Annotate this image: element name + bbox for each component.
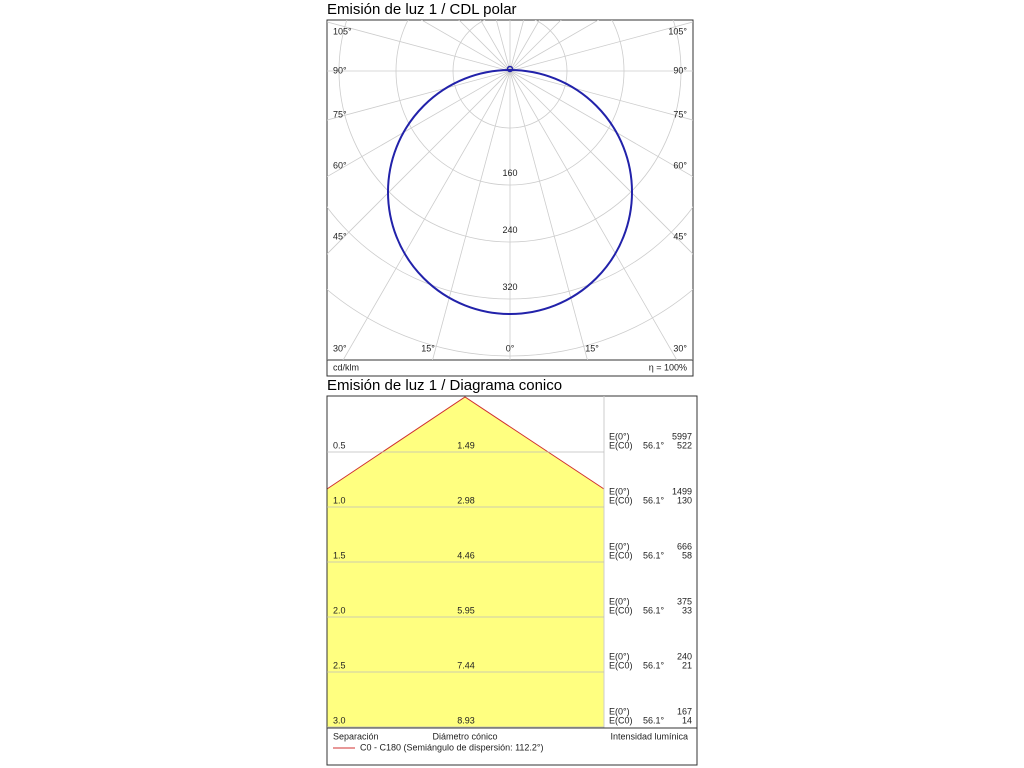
radial-line [509,20,562,72]
radial-line [420,20,511,72]
ec0-label: E(C0) [609,605,633,615]
separation: 1.5 [333,550,346,560]
separation: 3.0 [333,715,346,725]
cone-frame [326,395,698,766]
unit: cd/klm [333,362,359,372]
separation: 2.5 [333,660,346,670]
cone-edge [326,396,605,490]
angle: 56.1° [643,605,665,615]
angle: 56.1° [643,660,665,670]
angle: 56.1° [643,440,665,450]
e0-label: E(0°) [609,486,630,496]
ring-label: 320 [502,282,517,292]
radial-line [509,70,678,360]
polar-grid [327,20,693,360]
e0-value: 375 [677,596,692,606]
radial-line [509,70,693,255]
diameter: 8.93 [457,715,475,725]
ring-label: 160 [502,168,517,178]
radial-line [509,70,693,178]
diameter: 2.98 [457,495,475,505]
e0-value: 1499 [672,486,692,496]
angle-label-left: 30° [333,343,347,353]
e0-label: E(0°) [609,651,630,661]
e0-value: 666 [677,541,692,551]
e0-value: 240 [677,651,692,661]
angle-label-left: 45° [333,231,347,241]
efficiency: η = 100% [649,362,687,372]
diameter: 1.49 [457,440,475,450]
radial-line [509,70,588,360]
ec0-value: 58 [682,550,692,560]
ec0-label: E(C0) [609,660,633,670]
legend-curve: C0 - C180 (Semiángulo de dispersión: 112… [360,742,544,752]
e0-value: 5997 [672,431,692,441]
ec0-value: 522 [677,440,692,450]
angle-label-bottom: 0° [506,343,515,353]
e0-value: 167 [677,706,692,716]
angle-label-right: 105° [668,26,687,36]
ec0-value: 14 [682,715,692,725]
diameter: 4.46 [457,550,475,560]
angle-label-left: 75° [333,109,347,119]
diameter: 7.44 [457,660,475,670]
e0-label: E(0°) [609,431,630,441]
e0-label: E(0°) [609,706,630,716]
separation: 1.0 [333,495,346,505]
radial-line [509,20,600,72]
cone-title: Emisión de luz 1 / Diagrama conico [327,377,562,394]
diameter: 5.95 [457,605,475,615]
angle-label-right: 45° [673,231,687,241]
radial-line [327,70,511,178]
ring-label: 240 [502,225,517,235]
angle-label-left: 90° [333,65,347,75]
separation: 2.0 [333,605,346,615]
radial-line [432,70,511,360]
legend-diameter: Diámetro cónico [432,731,497,741]
legend-intensity: Intensidad lumínica [610,731,688,741]
ec0-label: E(C0) [609,440,633,450]
radial-line [509,21,693,72]
polar-curve [387,69,633,315]
separation: 0.5 [333,440,346,450]
angle-label-right: 90° [673,65,687,75]
angle-label-right: 30° [673,343,687,353]
radial-line [509,70,693,121]
radial-line [342,70,511,360]
ec0-value: 130 [677,495,692,505]
angle-label-left: 105° [333,26,352,36]
angle: 56.1° [643,715,665,725]
legend-separation: Separación [333,731,379,741]
angle: 56.1° [643,550,665,560]
ec0-label: E(C0) [609,715,633,725]
ec0-value: 33 [682,605,692,615]
ec0-value: 21 [682,660,692,670]
cone-rows: 0.5 1.49 E(0°) 5997 E(C0) 56.1° 522 1.0 2.98 E(0°… [327,431,692,728]
radial-line [327,70,511,255]
radial-line [327,21,511,72]
angle-label-right: 60° [673,160,687,170]
angle-label-left: 60° [333,160,347,170]
angle-label-bottom: 15° [585,343,599,353]
ec0-label: E(C0) [609,495,633,505]
angle-label-right: 75° [673,109,687,119]
origin-marker [506,65,514,73]
angle: 56.1° [643,495,665,505]
ec0-label: E(C0) [609,550,633,560]
radial-line [327,70,511,121]
angle-label-bottom: 15° [421,343,435,353]
e0-label: E(0°) [609,596,630,606]
polar-title: Emisión de luz 1 / CDL polar [327,1,517,18]
e0-label: E(0°) [609,541,630,551]
